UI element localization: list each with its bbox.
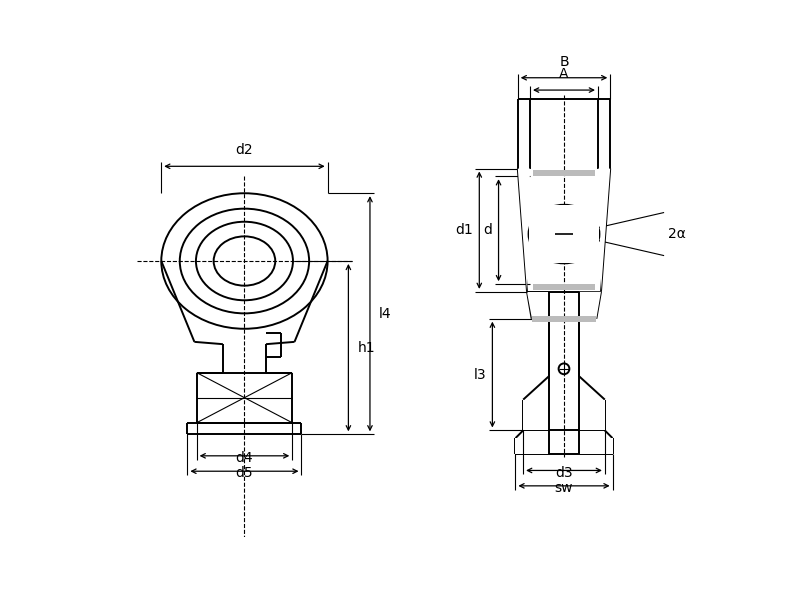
Bar <box>518 99 530 169</box>
Text: sw: sw <box>554 481 574 495</box>
Text: d2: d2 <box>236 143 254 157</box>
Polygon shape <box>527 292 549 319</box>
Bar <box>515 438 549 453</box>
Polygon shape <box>518 169 530 292</box>
Text: d4: d4 <box>236 451 254 465</box>
Text: l3: l3 <box>474 368 486 382</box>
Ellipse shape <box>529 205 599 264</box>
Bar <box>534 284 595 290</box>
Polygon shape <box>598 169 610 292</box>
Text: l4: l4 <box>379 307 392 321</box>
Bar <box>598 99 610 169</box>
Text: A: A <box>559 67 569 81</box>
Polygon shape <box>579 292 601 319</box>
Text: 2α: 2α <box>668 227 686 241</box>
Bar <box>579 438 613 453</box>
Bar <box>523 400 549 431</box>
Bar <box>532 316 596 322</box>
Text: d1: d1 <box>455 223 473 237</box>
Bar <box>534 170 595 176</box>
Bar <box>564 205 599 264</box>
Text: h1: h1 <box>358 341 375 355</box>
Bar <box>579 400 605 431</box>
Circle shape <box>558 364 570 374</box>
Text: B: B <box>559 54 569 69</box>
Text: d3: d3 <box>555 466 573 480</box>
Text: d: d <box>483 223 492 237</box>
Bar <box>529 205 564 264</box>
Text: d5: d5 <box>236 467 254 481</box>
